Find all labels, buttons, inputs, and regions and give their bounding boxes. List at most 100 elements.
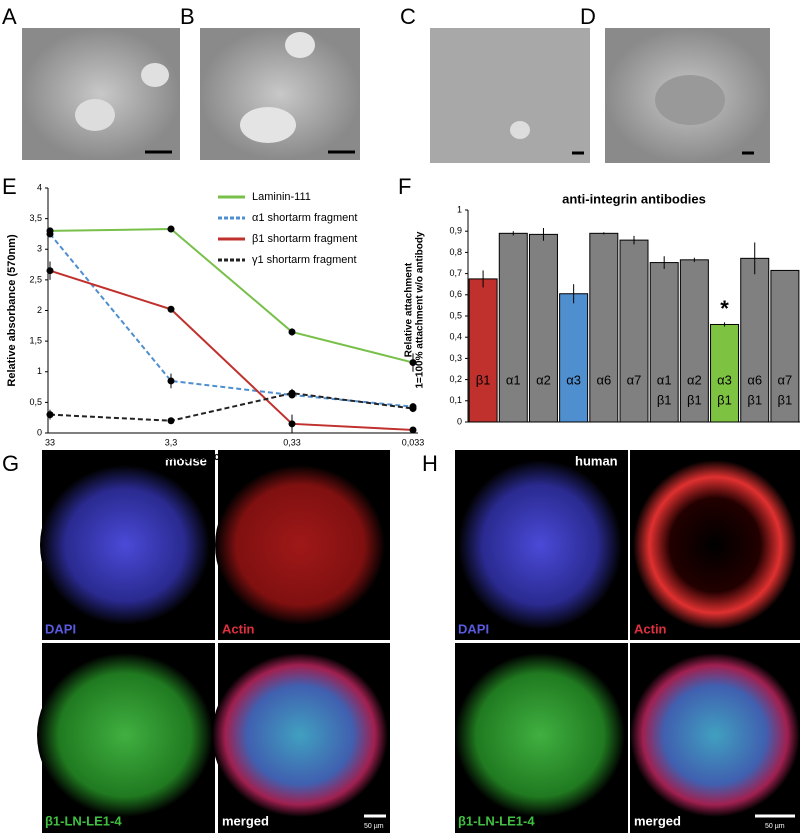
stain-label: β1-LN-LE1-4 <box>458 813 535 828</box>
point <box>167 225 175 233</box>
y-axis-label: 1=100% attachment w/o antibody <box>415 231 426 388</box>
panel-letters: A B C D E F G H <box>2 4 596 476</box>
x-tick-label: β1 <box>687 392 702 407</box>
stain-label: merged <box>222 813 269 828</box>
micrographs <box>22 28 800 833</box>
bar <box>559 293 589 423</box>
point <box>409 426 417 434</box>
panel-letter: E <box>2 174 17 199</box>
y-tick-label: 0,1 <box>449 395 462 405</box>
stain-label: DAPI <box>45 621 76 636</box>
point <box>409 359 417 367</box>
y-tick-label: 0,4 <box>449 332 462 342</box>
x-tick-label: 3,3 <box>165 437 178 447</box>
x-tick-label: α6 <box>596 372 611 387</box>
series-line <box>49 228 414 364</box>
y-tick-label: 3 <box>37 244 42 254</box>
y-tick-label: 0,3 <box>449 353 462 363</box>
panel-letter: H <box>422 451 438 476</box>
legend-label: Laminin-111 <box>252 191 311 203</box>
series-line <box>49 269 414 431</box>
y-tick-label: 4 <box>37 182 42 192</box>
x-tick-label: α3 <box>566 372 581 387</box>
micrograph <box>22 28 180 160</box>
panel-letter: A <box>2 4 17 29</box>
x-tick-label: α3 <box>717 372 732 387</box>
bar <box>498 232 528 423</box>
point <box>167 417 175 425</box>
bar <box>710 323 740 423</box>
stain-label: Actin <box>222 621 255 636</box>
y-tick-label: 0,9 <box>449 226 462 236</box>
point <box>288 420 296 428</box>
x-tick-label: β1 <box>778 392 793 407</box>
bar <box>468 278 498 423</box>
x-tick-label: α7 <box>778 372 793 387</box>
y-tick-label: 1,5 <box>29 336 42 346</box>
stain-label: β1-LN-LE1-4 <box>45 813 122 828</box>
y-tick-label: 2 <box>37 305 42 315</box>
y-axis-label: Relative absorbance (570nm) <box>6 234 18 387</box>
y-tick-label: 0,2 <box>449 374 462 384</box>
point <box>46 230 54 238</box>
stain-label: DAPI <box>458 621 489 636</box>
point <box>288 389 296 397</box>
species-label: human <box>575 453 618 468</box>
panel-letter: D <box>580 4 596 29</box>
legend-label: α1 shortarm fragment <box>252 212 357 224</box>
y-tick-label: 0,8 <box>449 247 462 257</box>
series-line <box>49 392 414 422</box>
species-label: mouse <box>165 453 207 468</box>
chart-title: anti-integrin antibodies <box>562 191 706 206</box>
point <box>46 411 54 419</box>
bar <box>770 269 800 423</box>
bar <box>679 259 709 423</box>
x-tick-label: 0,33 <box>283 437 301 447</box>
y-tick-label: 3,5 <box>29 213 42 223</box>
point <box>167 305 175 313</box>
y-tick-label: 0,7 <box>449 268 462 278</box>
x-axis-label: Coating concentration(µg/cm²) <box>150 451 310 463</box>
bar <box>619 239 649 423</box>
y-tick-label: 1 <box>37 366 42 376</box>
x-tick-label: 0,033 <box>402 437 425 447</box>
x-tick-label: β1 <box>717 392 732 407</box>
annotation: * <box>720 296 729 321</box>
legend-label: β1 shortarm fragment <box>252 233 357 245</box>
scale-label: 50 µm <box>364 823 384 830</box>
stain-label: Actin <box>634 621 667 636</box>
y-tick-label: 0,6 <box>449 289 462 299</box>
bar <box>740 257 770 423</box>
panel-letter: B <box>180 4 195 29</box>
y-tick-label: 0 <box>457 416 462 426</box>
x-tick-label: β1 <box>747 392 762 407</box>
x-tick-label: 33 <box>45 437 55 447</box>
bar <box>528 233 558 423</box>
x-tick-label: α1 <box>657 372 672 387</box>
image-labels: mouse DAPI Actin β1-LN-LE1-4 merged 50 µ… <box>45 453 785 829</box>
panel-letter: G <box>2 451 19 476</box>
y-tick-label: 0,5 <box>449 310 462 320</box>
x-tick-label: β1 <box>657 392 672 407</box>
panel-letter: F <box>398 174 411 199</box>
panel-letter: C <box>400 4 416 29</box>
y-tick-label: 0,5 <box>29 397 42 407</box>
x-tick-label: α7 <box>627 372 642 387</box>
y-tick-label: 2,5 <box>29 274 42 284</box>
bar <box>649 262 679 423</box>
y-tick-label: 0 <box>37 427 42 437</box>
y-axis-label: Relative attachment <box>404 262 415 357</box>
legend-label: γ1 shortarm fragment <box>252 254 357 266</box>
scale-label: 50 µm <box>765 823 785 830</box>
bar <box>589 232 619 423</box>
x-tick-label: α2 <box>536 372 551 387</box>
point <box>288 328 296 336</box>
point <box>167 377 175 385</box>
x-tick-label: β1 <box>476 372 491 387</box>
micrograph <box>430 28 590 163</box>
stain-label: merged <box>634 813 681 828</box>
x-tick-label: α2 <box>687 372 702 387</box>
point <box>409 405 417 412</box>
